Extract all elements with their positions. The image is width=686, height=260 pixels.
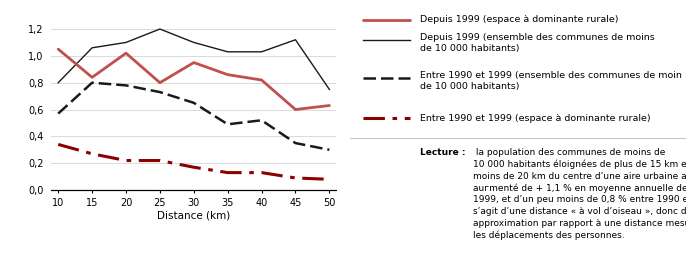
Text: Depuis 1999 (ensemble des communes de moins
de 10 000 habitants): Depuis 1999 (ensemble des communes de mo… [421, 33, 655, 53]
X-axis label: Distance (km): Distance (km) [157, 210, 230, 220]
Text: Lecture :: Lecture : [421, 148, 466, 157]
Text: Entre 1990 et 1999 (ensemble des communes de moin
de 10 000 habitants): Entre 1990 et 1999 (ensemble des commune… [421, 70, 683, 91]
Text: Depuis 1999 (espace à dominante rurale): Depuis 1999 (espace à dominante rurale) [421, 15, 619, 24]
Text: Entre 1990 et 1999 (espace à dominante rurale): Entre 1990 et 1999 (espace à dominante r… [421, 114, 651, 123]
Text: la population des communes de moins de
10 000 habitants éloignées de plus de 15 : la population des communes de moins de 1… [473, 148, 686, 240]
